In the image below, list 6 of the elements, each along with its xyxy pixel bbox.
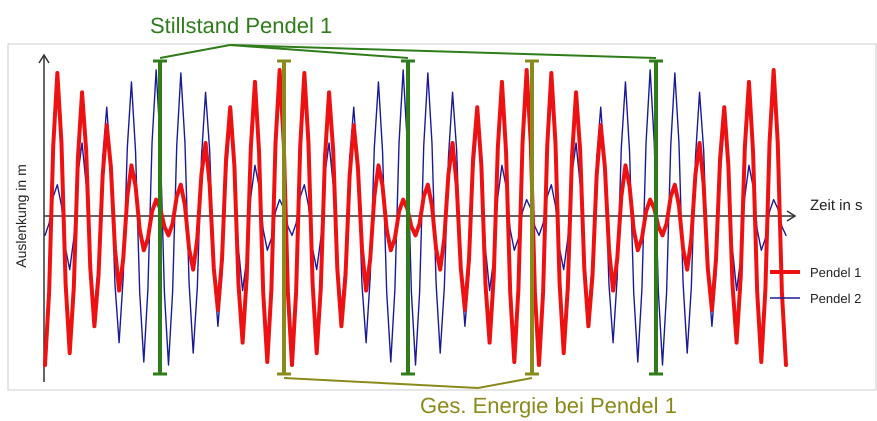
- legend-label: Pendel 1: [810, 265, 862, 280]
- text: Ges. Energie bei Pendel 1: [420, 393, 677, 418]
- y-axis-title: Auslenkung in m: [13, 164, 29, 268]
- text: Stillstand Pendel 1: [150, 13, 332, 38]
- x-axis-title: Zeit in s: [810, 197, 863, 214]
- legend-label: Pendel 2: [810, 291, 862, 306]
